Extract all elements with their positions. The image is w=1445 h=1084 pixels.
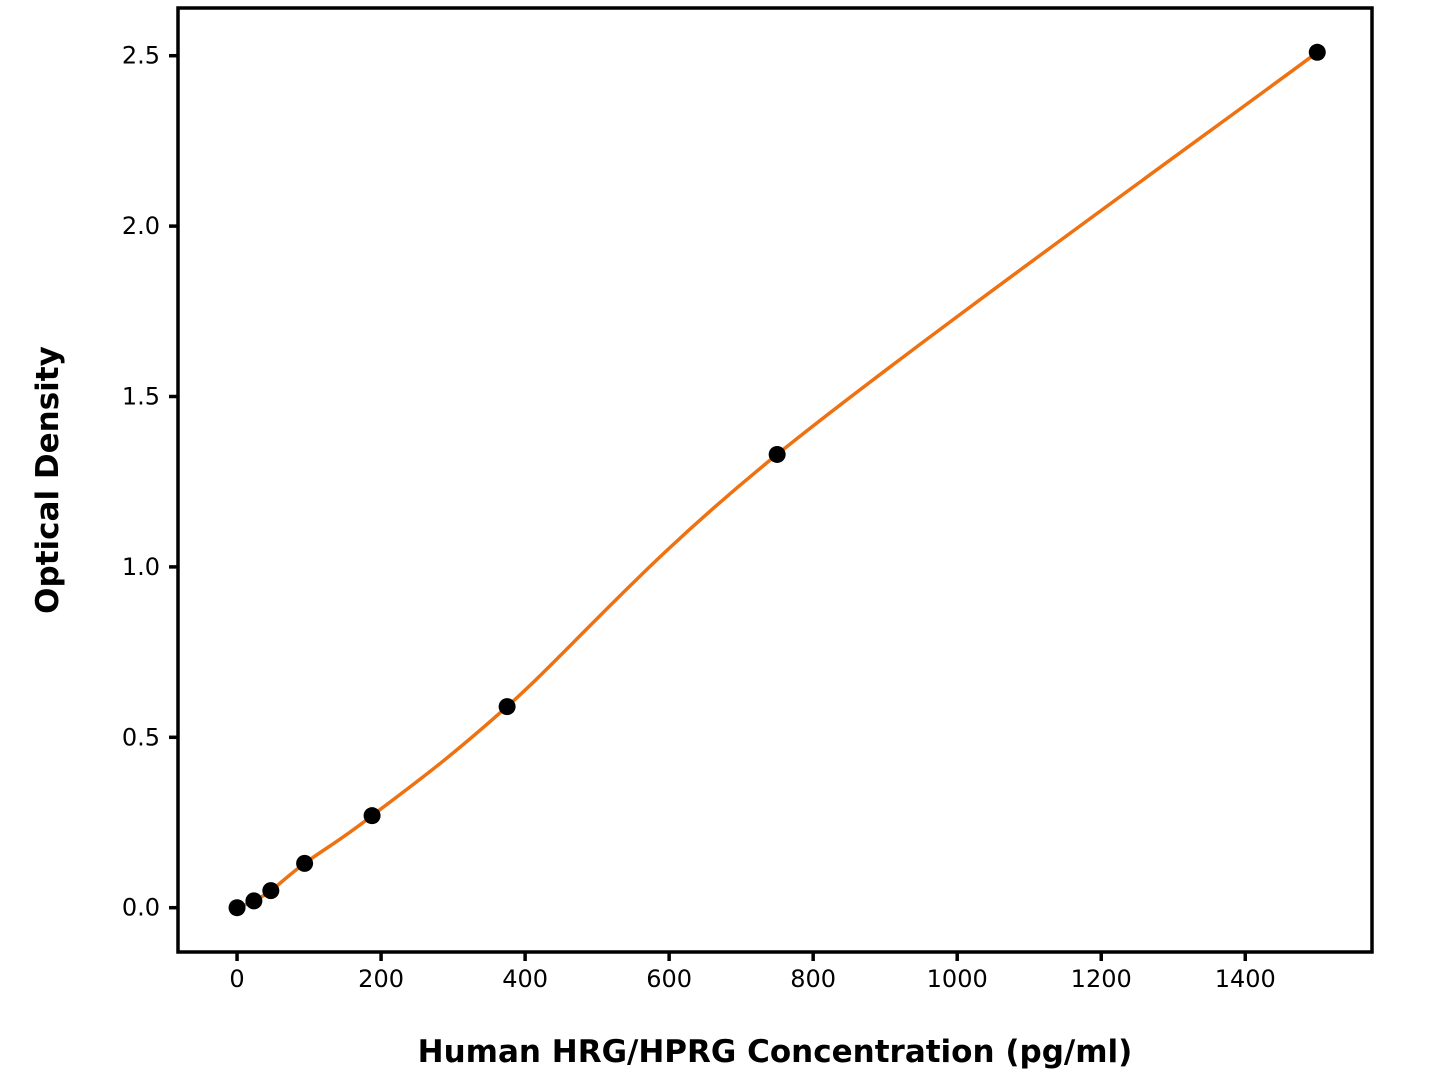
x-tick-label: 800 bbox=[790, 965, 836, 993]
data-point-marker bbox=[768, 445, 786, 463]
y-tick-label: 2.5 bbox=[122, 42, 160, 70]
x-axis-label: Human HRG/HPRG Concentration (pg/ml) bbox=[417, 1034, 1133, 1070]
data-point-marker bbox=[262, 882, 280, 900]
y-tick-label: 0.0 bbox=[122, 894, 160, 922]
x-tick-label: 0 bbox=[229, 965, 244, 993]
y-axis-label-wrap: Optical Density bbox=[8, 8, 88, 952]
x-tick-label: 1000 bbox=[927, 965, 988, 993]
x-tick-label: 1200 bbox=[1071, 965, 1132, 993]
x-tick-label: 200 bbox=[358, 965, 404, 993]
x-tick-label: 1400 bbox=[1215, 965, 1276, 993]
data-point-marker bbox=[363, 807, 381, 825]
data-point-marker bbox=[228, 899, 246, 917]
y-tick-label: 1.5 bbox=[122, 383, 160, 411]
data-point-marker bbox=[296, 854, 314, 872]
standard-curve-line bbox=[235, 50, 1320, 910]
y-tick-label: 2.0 bbox=[122, 212, 160, 240]
x-tick-label: 400 bbox=[502, 965, 548, 993]
plot-border bbox=[176, 6, 1374, 954]
y-tick-label: 0.5 bbox=[122, 723, 160, 751]
y-tick-label: 1.0 bbox=[122, 553, 160, 581]
data-point-marker bbox=[245, 892, 263, 910]
x-tick-label: 600 bbox=[646, 965, 692, 993]
data-point-marker bbox=[498, 698, 516, 716]
y-axis-label: Optical Density bbox=[30, 346, 67, 614]
data-point-marker bbox=[1308, 43, 1326, 61]
